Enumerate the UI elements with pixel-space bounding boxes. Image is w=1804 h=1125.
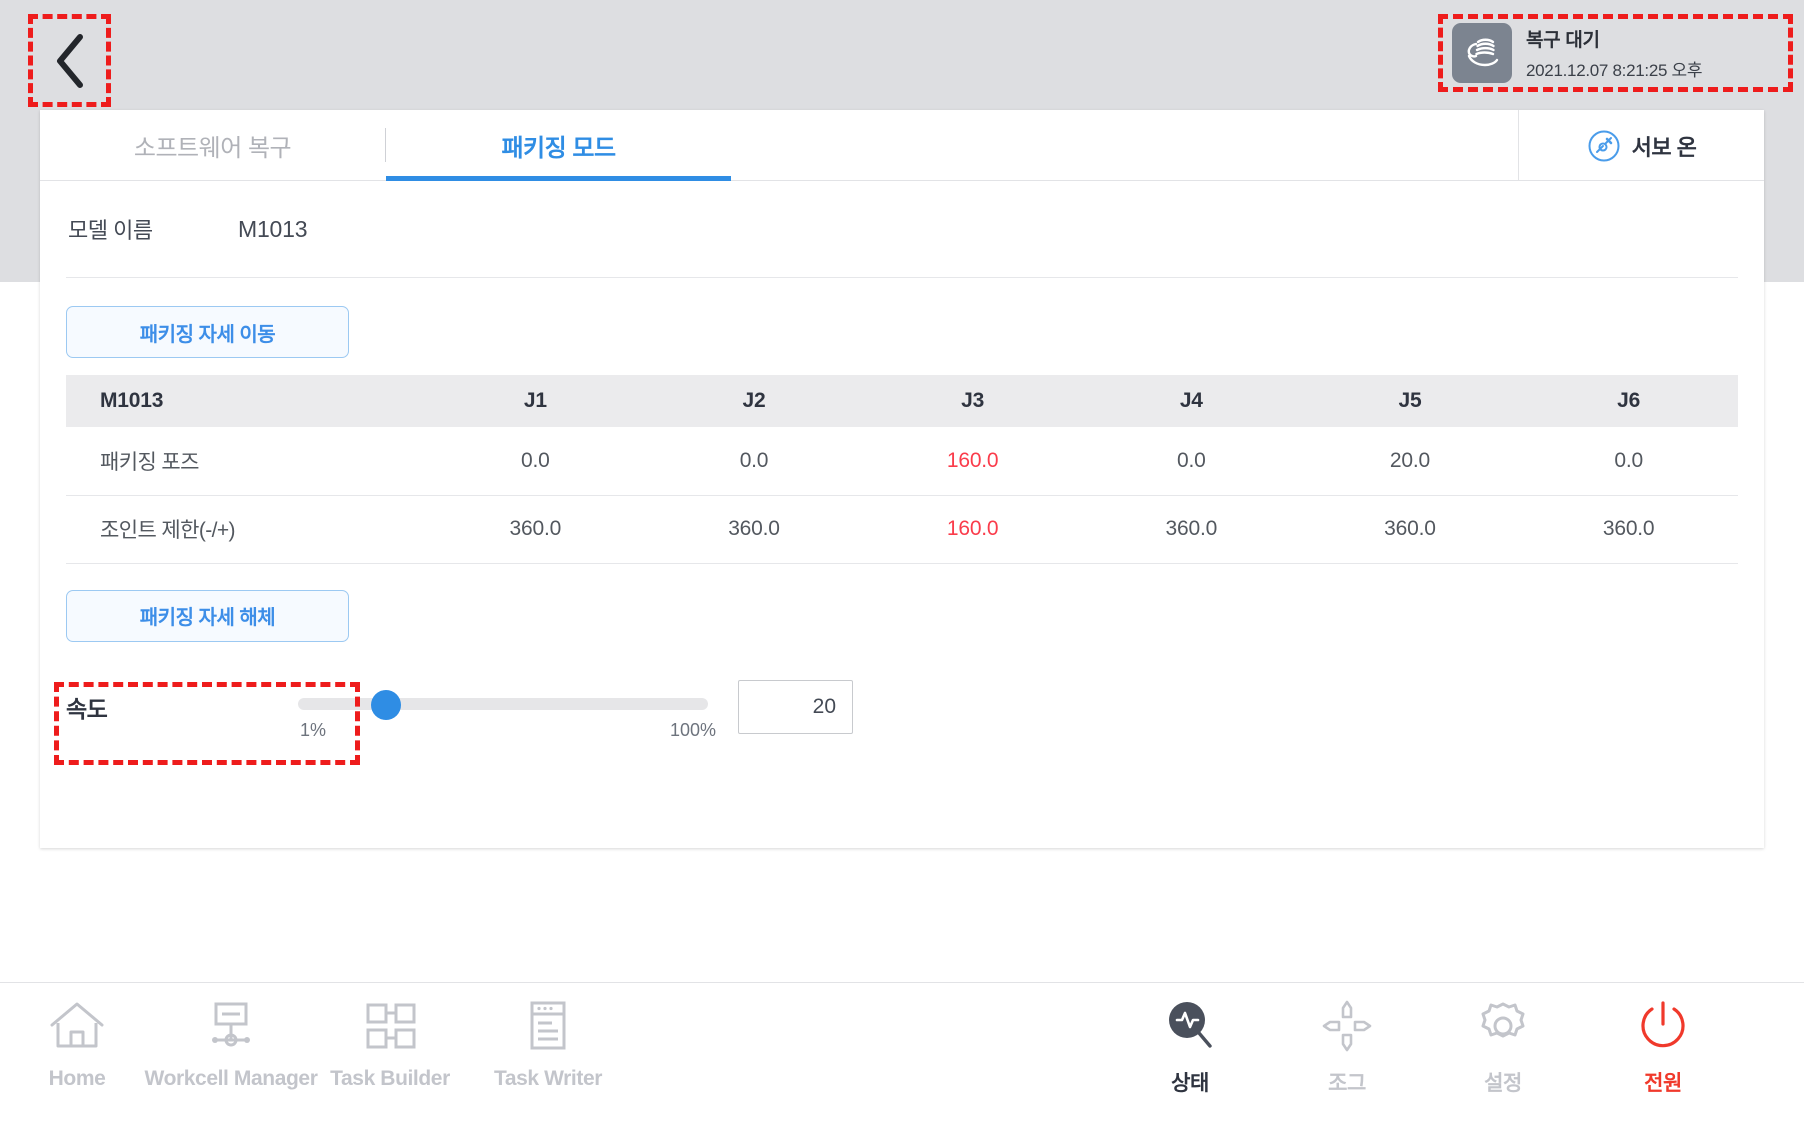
- jog-dpad-icon: [1317, 993, 1377, 1059]
- table-cell: 360.0: [426, 495, 645, 564]
- main-card: 소프트웨어 복구 패키징 모드 서보 온 모델 이름 M1013 패: [40, 110, 1764, 848]
- model-name-row: 모델 이름 M1013: [40, 181, 1764, 277]
- speed-slider[interactable]: 1% 100%: [298, 678, 716, 740]
- nav-label: 설정: [1484, 1072, 1522, 1095]
- power-icon: [1633, 993, 1693, 1059]
- tab-packaging-mode[interactable]: 패키징 모드: [386, 110, 731, 181]
- tab-label: 패키징 모드: [501, 134, 616, 162]
- tab-label: 소프트웨어 복구: [133, 134, 292, 162]
- slider-min-label: 1%: [300, 719, 327, 740]
- nav-label: 조그: [1328, 1072, 1366, 1095]
- table-cell: 360.0: [1300, 495, 1520, 564]
- move-packaging-pose-button[interactable]: 패키징 자세 이동: [66, 306, 349, 358]
- servo-on-button[interactable]: 서보 온: [1518, 110, 1764, 181]
- slider-thumb[interactable]: [370, 689, 401, 720]
- task-writer-icon: [518, 993, 578, 1059]
- row-label: 조인트 제한(-/+): [66, 495, 426, 564]
- gear-icon: [1473, 993, 1533, 1059]
- table-cell: 360.0: [1081, 495, 1301, 564]
- nav-label: Task Writer: [493, 1067, 603, 1090]
- nav-item-jog[interactable]: 조그: [1272, 993, 1422, 1097]
- move-pose-button-wrap: 패키징 자세 이동: [40, 278, 1764, 358]
- chevron-left-icon: [56, 33, 83, 88]
- tab-bar: 소프트웨어 복구 패키징 모드 서보 온: [40, 110, 1764, 181]
- table-header-cell: J2: [644, 375, 864, 427]
- table-header-cell: J1: [426, 375, 645, 427]
- table-cell: 360.0: [644, 495, 864, 564]
- status-title: 복구 대기: [1526, 30, 1600, 51]
- servo-link-icon: [1588, 130, 1620, 161]
- nav-label: Workcell Manager: [144, 1067, 318, 1090]
- status-magnifier-icon: [1160, 993, 1220, 1059]
- table-row: 패키징 포즈 0.0 0.0 160.0 0.0 20.0 0.0: [66, 427, 1738, 496]
- table-header-cell: J5: [1300, 375, 1520, 427]
- table-cell: 360.0: [1519, 495, 1738, 564]
- bottom-divider: [0, 982, 1804, 983]
- joint-table-body: 패키징 포즈 0.0 0.0 160.0 0.0 20.0 0.0 조인트 제한…: [66, 427, 1738, 564]
- status-text: 복구 대기 2021.12.07 8:21:25 오후: [1526, 25, 1703, 81]
- nav-item-home[interactable]: Home: [2, 993, 152, 1091]
- nav-label: Home: [48, 1067, 106, 1090]
- speed-value-input[interactable]: [738, 679, 853, 734]
- release-pose-button-wrap: 패키징 자세 해체: [40, 564, 1764, 642]
- speed-label: 속도: [66, 695, 108, 722]
- bottom-nav: Home Workcell Manager: [0, 983, 1804, 1125]
- nav-label: Task Builder: [330, 1067, 450, 1090]
- nav-item-workcell-manager[interactable]: Workcell Manager: [145, 993, 318, 1091]
- model-name-label: 모델 이름: [68, 218, 153, 243]
- slider-track[interactable]: [298, 697, 708, 710]
- back-button[interactable]: [33, 19, 106, 102]
- table-header-cell: J3: [863, 375, 1082, 427]
- speed-row: 속도 1% 100%: [40, 642, 1764, 740]
- table-cell: 0.0: [1081, 427, 1301, 496]
- servo-label: 서보 온: [1631, 134, 1697, 160]
- nav-item-task-writer[interactable]: Task Writer: [473, 993, 623, 1091]
- hand-gesture-icon: [1452, 23, 1512, 83]
- table-header-row: M1013 J1 J2 J3 J4 J5 J6: [66, 375, 1738, 427]
- workcell-manager-icon: [201, 993, 261, 1059]
- nav-item-task-builder[interactable]: Task Builder: [315, 993, 465, 1091]
- table-cell: 0.0: [426, 427, 645, 496]
- nav-item-status[interactable]: 상태: [1115, 993, 1265, 1097]
- nav-item-settings[interactable]: 설정: [1428, 993, 1578, 1097]
- slider-max-label: 100%: [669, 719, 716, 740]
- table-cell: 0.0: [1519, 427, 1738, 496]
- nav-label: 상태: [1171, 1072, 1209, 1095]
- table-cell: 20.0: [1300, 427, 1520, 496]
- table-row: 조인트 제한(-/+) 360.0 360.0 160.0 360.0 360.…: [66, 495, 1738, 564]
- home-icon: [47, 993, 107, 1059]
- status-chip[interactable]: 복구 대기 2021.12.07 8:21:25 오후: [1452, 22, 1703, 84]
- table-header-cell: J4: [1081, 375, 1301, 427]
- table-header-cell: M1013: [66, 375, 426, 427]
- table-cell: 0.0: [644, 427, 864, 496]
- tab-software-recovery[interactable]: 소프트웨어 복구: [40, 110, 385, 180]
- nav-item-power[interactable]: 전원: [1588, 993, 1738, 1097]
- table-cell: 160.0: [863, 495, 1082, 564]
- table-cell: 160.0: [863, 427, 1082, 496]
- tab-separator: [385, 128, 386, 162]
- nav-label: 전원: [1644, 1072, 1682, 1095]
- task-builder-icon: [360, 993, 420, 1059]
- model-name-value: M1013: [238, 215, 308, 242]
- divider: [66, 277, 1738, 278]
- joint-table-head: M1013 J1 J2 J3 J4 J5 J6: [66, 375, 1738, 427]
- table-header-cell: J6: [1519, 375, 1738, 427]
- row-label: 패키징 포즈: [66, 427, 426, 496]
- status-timestamp: 2021.12.07 8:21:25 오후: [1526, 61, 1703, 80]
- joint-table: M1013 J1 J2 J3 J4 J5 J6 패키징 포즈 0.0 0.0 1…: [66, 375, 1738, 564]
- release-packaging-pose-button[interactable]: 패키징 자세 해체: [66, 589, 349, 642]
